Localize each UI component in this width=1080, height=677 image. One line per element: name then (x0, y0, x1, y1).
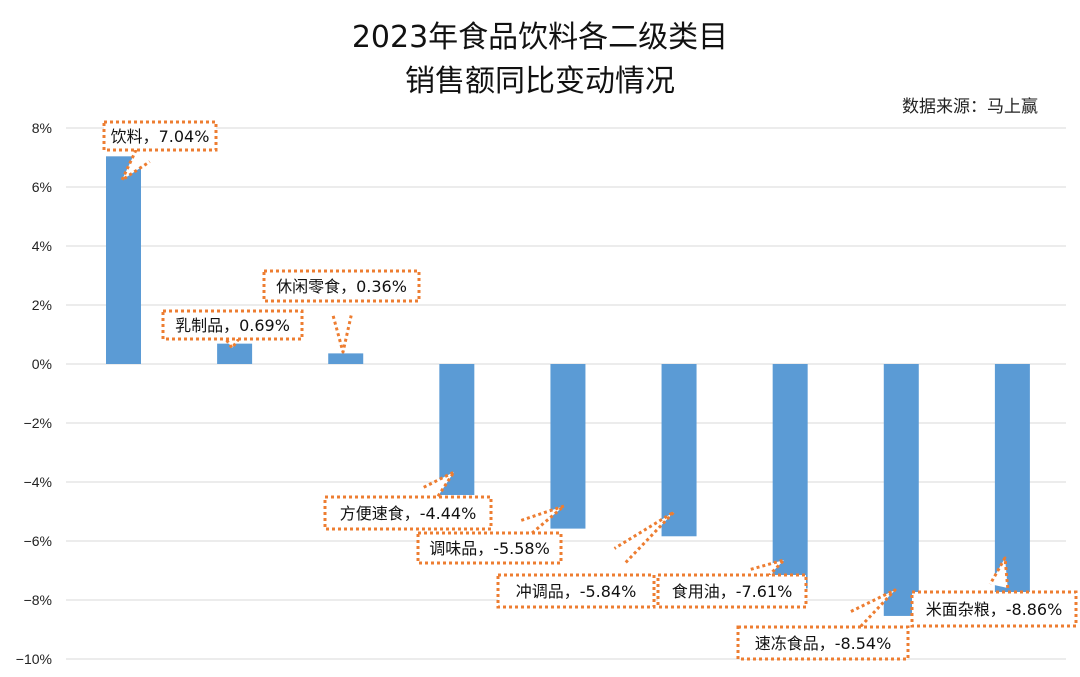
data-label: 米面杂粮，-8.86% (926, 600, 1063, 619)
data-callouts: 饮料，7.04% 乳制品，0.69% 休闲零食，0.36% 方便速食，-4.44% 调味… (102, 120, 1078, 661)
callout-box (656, 573, 808, 609)
bar-1 (106, 156, 141, 364)
callout-pointer (120, 149, 151, 182)
callout-box (161, 309, 304, 341)
callout-pointer (613, 510, 676, 564)
callout-4: 方便速食，-4.44% (323, 470, 493, 531)
bars (106, 156, 1030, 626)
callout-pointer (331, 315, 353, 354)
bar-7 (772, 364, 808, 589)
callout-pointer (518, 504, 566, 539)
callout-pointer (988, 556, 1010, 589)
data-label: 调味品，-5.58% (429, 539, 550, 558)
y-tick-label: −10% (16, 651, 52, 667)
y-tick-label: 2% (32, 297, 52, 313)
callout-pointer (849, 588, 897, 628)
callout-box (262, 269, 421, 303)
data-label: 休闲零食，0.36% (276, 277, 407, 296)
y-tick-label: −8% (24, 592, 52, 608)
y-tick-label: −4% (24, 474, 52, 490)
callout-7: 食用油，-7.61% (656, 558, 808, 609)
bar-8 (883, 364, 919, 616)
data-label: 乳制品，0.69% (175, 316, 290, 335)
bar-3 (328, 353, 364, 364)
callout-3: 休闲零食，0.36% (262, 269, 421, 354)
bar-5 (550, 364, 586, 529)
y-tick-label: −2% (24, 415, 52, 431)
y-axis-ticks: 8% 6% 4% 2% 0% −2% −4% −6% −8% −10% (16, 120, 52, 667)
data-label: 速冻食品，-8.54% (755, 634, 892, 653)
data-label: 食用油，-7.61% (672, 582, 793, 601)
data-source: 数据来源：马上赢 (902, 97, 1038, 117)
bar-6 (661, 364, 697, 537)
callout-8: 速冻食品，-8.54% (736, 588, 910, 661)
callout-5: 调味品，-5.58% (416, 504, 566, 565)
y-tick-label: 6% (32, 179, 52, 195)
callout-box (102, 120, 218, 152)
data-label: 饮料，7.04% (111, 127, 210, 146)
y-tick-label: −6% (24, 533, 52, 549)
callout-2: 乳制品，0.69% (161, 309, 304, 350)
data-label: 冲调品，-5.84% (516, 582, 637, 601)
y-tick-label: 4% (32, 238, 52, 254)
callout-box (416, 531, 563, 565)
callout-1: 饮料，7.04% (102, 120, 218, 182)
y-tick-label: 8% (32, 120, 52, 136)
chart-title-line-2: 销售额同比变动情况 (405, 64, 675, 99)
bar-2 (217, 343, 253, 364)
callout-box (910, 590, 1078, 628)
callout-9: 米面杂粮，-8.86% (910, 556, 1078, 628)
bar-4 (439, 364, 475, 495)
chart-title: 2023年食品饮料各二级类目 销售额同比变动情况 (0, 16, 1080, 104)
y-tick-label: 0% (32, 356, 52, 372)
callout-box (323, 495, 493, 531)
callout-box (496, 573, 656, 609)
callout-box (736, 625, 910, 661)
chart-title-line-1: 2023年食品饮料各二级类目 (351, 20, 729, 55)
callout-pointer (422, 470, 456, 503)
callout-6: 冲调品，-5.84% (496, 510, 676, 609)
data-label: 方便速食，-4.44% (340, 504, 477, 523)
